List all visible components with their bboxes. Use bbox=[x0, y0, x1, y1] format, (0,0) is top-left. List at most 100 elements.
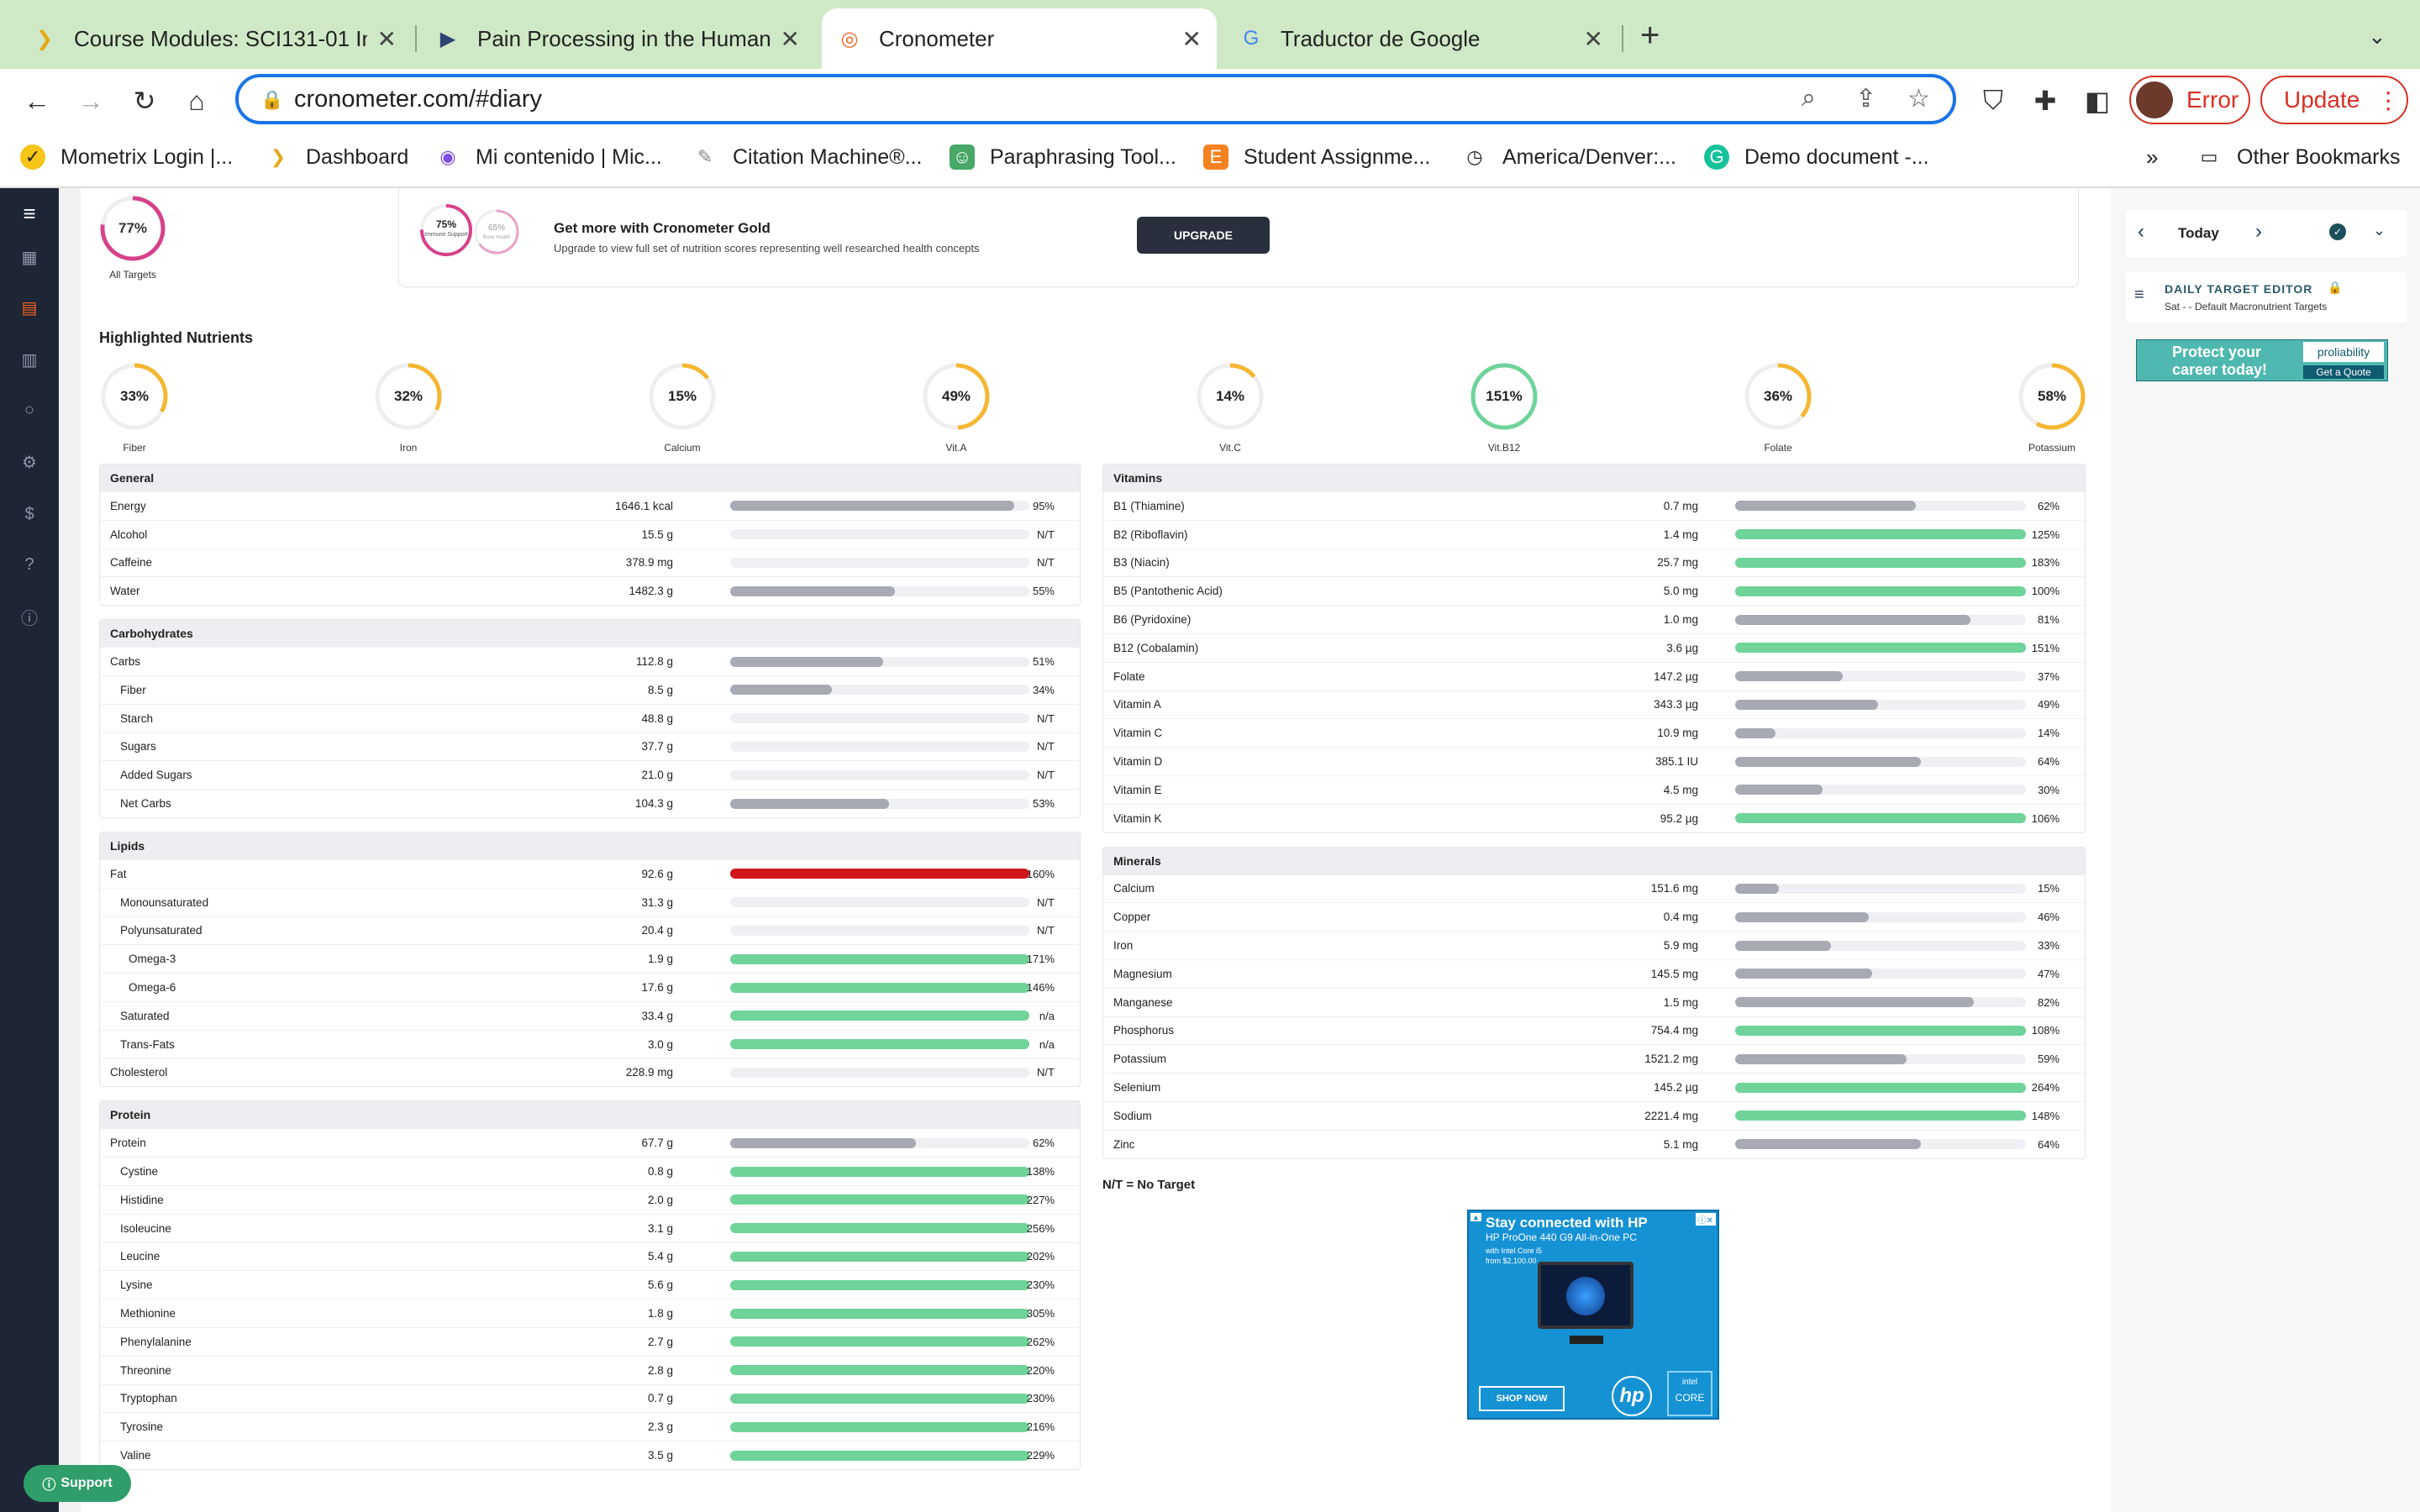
close-icon[interactable]: ✕ bbox=[1583, 25, 1603, 52]
shield-extension-icon[interactable]: ⛉ bbox=[1982, 85, 2003, 115]
nutrient-row[interactable]: Lysine 5.6 g 230% bbox=[100, 1270, 1080, 1299]
nutrient-row[interactable]: Phosphorus 754.4 mg 108% bbox=[1103, 1016, 2085, 1045]
home-icon[interactable]: ⌂ bbox=[188, 85, 205, 116]
bookmark-mi-contenido[interactable]: ◉ Mi contenido | Mic... bbox=[435, 144, 661, 170]
nutrient-row[interactable]: Selenium 145.2 µg 264% bbox=[1103, 1073, 2085, 1101]
bookmark-citation-machine[interactable]: ✎ Citation Machine®... bbox=[692, 144, 923, 170]
diary-icon[interactable]: ▤ bbox=[21, 298, 38, 318]
help-question-icon[interactable]: ? bbox=[24, 554, 34, 574]
profile-error-button[interactable]: Error bbox=[2129, 76, 2250, 124]
nutrient-row[interactable]: Added Sugars 21.0 g N/T bbox=[100, 760, 1080, 789]
nutrient-row[interactable]: Zinc 5.1 mg 64% bbox=[1103, 1129, 2085, 1158]
reload-icon[interactable]: ↻ bbox=[133, 86, 156, 116]
next-day-chevron-icon[interactable]: › bbox=[2255, 220, 2262, 243]
nutrient-row[interactable]: Manganese 1.5 mg 82% bbox=[1103, 987, 2085, 1016]
nutrient-row[interactable]: Vitamin K 95.2 µg 106% bbox=[1103, 803, 2085, 832]
nutrient-row[interactable]: Methionine 1.8 g 305% bbox=[100, 1299, 1080, 1327]
bookmark-america-denver[interactable]: ◷ America/Denver:... bbox=[1462, 144, 1676, 170]
other-bookmarks-folder[interactable]: ▭ Other Bookmarks bbox=[2196, 144, 2401, 170]
share-icon[interactable]: ⇪ bbox=[1855, 85, 1877, 113]
hp-advertisement[interactable]: ▲ ⓘ✕ Stay connected with HP HP ProOne 44… bbox=[1467, 1210, 1719, 1420]
nutrient-row[interactable]: Polyunsaturated 20.4 g N/T bbox=[100, 916, 1080, 945]
trends-chart-icon[interactable]: ▥ bbox=[21, 350, 38, 370]
nutrient-row[interactable]: Sugars 37.7 g N/T bbox=[100, 732, 1080, 761]
ad-close-icon[interactable]: ⓘ✕ bbox=[1695, 1213, 1716, 1226]
nutrient-row[interactable]: Vitamin D 385.1 IU 64% bbox=[1103, 747, 2085, 775]
nutrient-row[interactable]: Omega-6 17.6 g 146% bbox=[100, 973, 1080, 1001]
bookmark-demo-document[interactable]: G Demo document -... bbox=[1704, 144, 1929, 170]
info-icon[interactable]: ⓘ bbox=[21, 609, 38, 628]
nutrient-row[interactable]: B1 (Thiamine) 0.7 mg 62% bbox=[1103, 491, 2085, 520]
nutrient-row[interactable]: Caffeine 378.9 mg N/T bbox=[100, 548, 1080, 577]
forward-arrow-icon[interactable]: → bbox=[77, 85, 104, 116]
bookmark-dashboard[interactable]: ❯ Dashboard bbox=[266, 144, 409, 170]
nutrient-row[interactable]: Net Carbs 104.3 g 53% bbox=[100, 789, 1080, 817]
hamburger-menu-icon[interactable]: ≡ bbox=[23, 200, 36, 226]
tab-search-chevron-icon[interactable]: ⌄ bbox=[2368, 24, 2386, 49]
bookmark-student-assignment[interactable]: E Student Assignme... bbox=[1203, 144, 1430, 170]
close-icon[interactable]: ✕ bbox=[1181, 25, 1202, 52]
nutrient-row[interactable]: B12 (Cobalamin) 3.6 µg 151% bbox=[1103, 633, 2085, 662]
calendar-dropdown-chevron-icon[interactable]: ⌄ bbox=[2373, 222, 2386, 239]
more-bookmarks-button[interactable]: » bbox=[2146, 144, 2159, 170]
daily-target-editor[interactable]: ≡ DAILY TARGET EDITOR 🔒 Sat - - Default … bbox=[2126, 272, 2407, 323]
nutrient-row[interactable]: Protein 67.7 g 62% bbox=[100, 1128, 1080, 1157]
hp-shop-now-button[interactable]: SHOP NOW bbox=[1479, 1386, 1565, 1411]
nutrient-row[interactable]: Cholesterol 228.9 mg N/T bbox=[100, 1058, 1080, 1087]
nutrient-row[interactable]: Magnesium 145.5 mg 47% bbox=[1103, 958, 2085, 988]
nutrient-row[interactable]: Vitamin E 4.5 mg 30% bbox=[1103, 774, 2085, 804]
nutrient-row[interactable]: Carbs 112.8 g 51% bbox=[100, 647, 1080, 675]
nutrient-row[interactable]: Energy 1646.1 kcal 95% bbox=[100, 491, 1080, 520]
nutrient-row[interactable]: Leucine 5.4 g 202% bbox=[100, 1242, 1080, 1271]
date-label[interactable]: Today bbox=[2178, 225, 2219, 241]
lock-icon[interactable]: 🔒 bbox=[260, 89, 284, 110]
nutrient-row[interactable]: Threonine 2.8 g 220% bbox=[100, 1355, 1080, 1384]
nutrient-row[interactable]: Sodium 2221.4 mg 148% bbox=[1103, 1100, 2085, 1130]
nutrient-row[interactable]: Cystine 0.8 g 138% bbox=[100, 1157, 1080, 1185]
nutrient-row[interactable]: Saturated 33.4 g n/a bbox=[100, 1000, 1080, 1030]
back-arrow-icon[interactable]: ← bbox=[24, 85, 50, 116]
update-button[interactable]: Update ⋮ bbox=[2260, 76, 2408, 124]
tab-google-translate[interactable]: G Traductor de Google ✕ bbox=[1223, 8, 1618, 69]
nutrient-row[interactable]: Vitamin C 10.9 mg 14% bbox=[1103, 718, 2085, 747]
nutrient-row[interactable]: Iron 5.9 mg 33% bbox=[1103, 931, 2085, 959]
day-complete-check-icon[interactable]: ✓ bbox=[2329, 223, 2346, 240]
nutrient-row[interactable]: Trans-Fats 3.0 g n/a bbox=[100, 1029, 1080, 1058]
support-button[interactable]: ⓘ Support bbox=[24, 1465, 131, 1502]
dashboard-icon[interactable]: ▦ bbox=[21, 248, 38, 267]
nutrient-row[interactable]: Valine 3.5 g 229% bbox=[100, 1441, 1080, 1469]
url-text[interactable]: cronometer.com/#diary bbox=[294, 86, 542, 113]
nutrient-row[interactable]: Histidine 2.0 g 227% bbox=[100, 1184, 1080, 1214]
tab-pain-processing[interactable]: ▶ Pain Processing in the Human B ✕ bbox=[420, 8, 815, 69]
nutrient-row[interactable]: Vitamin A 343.3 µg 49% bbox=[1103, 690, 2085, 719]
nutrient-row[interactable]: Water 1482.3 g 55% bbox=[100, 576, 1080, 605]
bookmark-mometrix[interactable]: ✓ Mometrix Login |... bbox=[20, 144, 233, 170]
nutrient-row[interactable]: B5 (Pantothenic Acid) 5.0 mg 100% bbox=[1103, 576, 2085, 605]
address-bar[interactable]: 🔒 cronometer.com/#diary ⌕ ⇪ ☆ bbox=[235, 74, 1956, 124]
close-icon[interactable]: ✕ bbox=[780, 25, 800, 52]
nutrient-row[interactable]: Potassium 1521.2 mg 59% bbox=[1103, 1044, 2085, 1073]
nutrient-row[interactable]: Tyrosine 2.3 g 216% bbox=[100, 1412, 1080, 1441]
bookmark-star-icon[interactable]: ☆ bbox=[1907, 85, 1930, 113]
side-panel-icon[interactable]: ◧ bbox=[2084, 86, 2111, 116]
nutrient-row[interactable]: Fat 92.6 g 160% bbox=[100, 859, 1080, 888]
tab-course-modules[interactable]: ❯ Course Modules: SCI131-01 Int ✕ bbox=[17, 8, 412, 69]
nutrient-row[interactable]: Isoleucine 3.1 g 256% bbox=[100, 1213, 1080, 1242]
nutrient-row[interactable]: Copper 0.4 mg 46% bbox=[1103, 902, 2085, 931]
nutrient-row[interactable]: B6 (Pyridoxine) 1.0 mg 81% bbox=[1103, 605, 2085, 633]
nutrient-row[interactable]: Phenylalanine 2.7 g 262% bbox=[100, 1326, 1080, 1356]
tab-cronometer[interactable]: ◎ Cronometer ✕ bbox=[822, 8, 1217, 69]
nutrient-row[interactable]: Starch 48.8 g N/T bbox=[100, 703, 1080, 732]
zoom-icon[interactable]: ⌕ bbox=[1802, 84, 1816, 112]
nutrient-row[interactable]: Monounsaturated 31.3 g N/T bbox=[100, 887, 1080, 916]
settings-gear-icon[interactable]: ⚙ bbox=[22, 453, 37, 472]
nutrient-row[interactable]: Folate 147.2 µg 37% bbox=[1103, 661, 2085, 690]
bookmark-paraphrasing[interactable]: ☺ Paraphrasing Tool... bbox=[950, 144, 1176, 170]
nutrient-row[interactable]: Tryptophan 0.7 g 230% bbox=[100, 1383, 1080, 1413]
foods-apple-icon[interactable]: ○ bbox=[24, 400, 35, 419]
nutrient-row[interactable]: B3 (Niacin) 25.7 mg 183% bbox=[1103, 548, 2085, 577]
prev-day-chevron-icon[interactable]: ‹ bbox=[2138, 220, 2144, 243]
nutrient-row[interactable]: Omega-3 1.9 g 171% bbox=[100, 944, 1080, 973]
nutrient-row[interactable]: Fiber 8.5 g 34% bbox=[100, 675, 1080, 704]
nutrient-row[interactable]: Calcium 151.6 mg 15% bbox=[1103, 874, 2085, 903]
